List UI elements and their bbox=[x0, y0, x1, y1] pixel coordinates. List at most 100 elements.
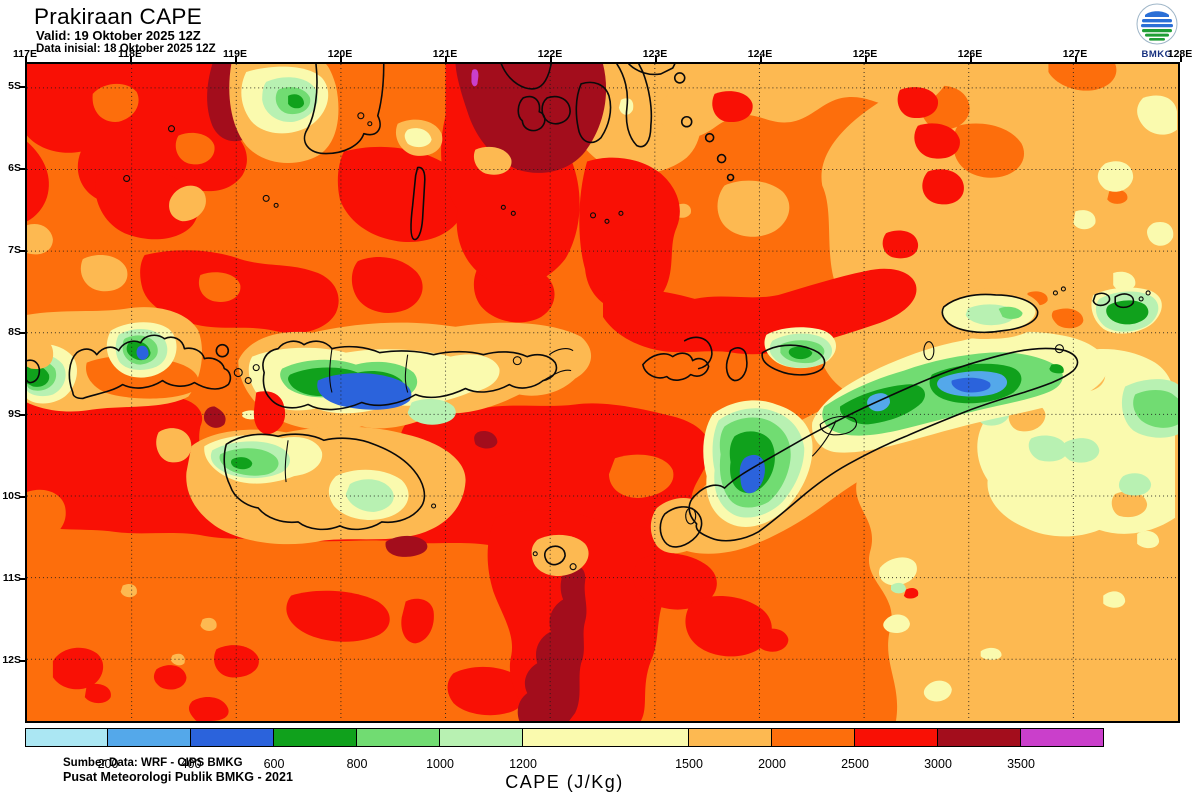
cape-forecast-map: Sumber Data: WRF - CIPS BMKG Pusat Meteo… bbox=[25, 62, 1180, 784]
colorbar-tick-3500: 3500 bbox=[1007, 757, 1035, 771]
lon-tick bbox=[865, 56, 867, 62]
lat-label-11S: 11S bbox=[2, 572, 21, 584]
colorbar-segment-800-1000 bbox=[357, 728, 440, 747]
init-time-label: Data inisial: 18 Oktober 2025 12Z bbox=[36, 43, 216, 55]
timor-oecusse bbox=[819, 415, 858, 436]
graticule bbox=[27, 64, 1178, 721]
coast-south-sulawesi bbox=[303, 64, 385, 155]
lon-tick bbox=[1075, 56, 1077, 62]
coast-leti-moa bbox=[1092, 292, 1135, 309]
lon-tick bbox=[760, 56, 762, 62]
colorbar-tick-1200: 1200 bbox=[509, 757, 537, 771]
colorbar-title: CAPE (J/Kg) bbox=[505, 772, 624, 792]
credit-source: Sumber Data: WRF - CIPS BMKG bbox=[63, 757, 243, 769]
lon-tick bbox=[970, 56, 972, 62]
lon-label-119E: 119E bbox=[223, 48, 247, 60]
coast-flores bbox=[262, 340, 558, 411]
colorbar-segment-0-200 bbox=[25, 728, 108, 747]
lat-tick bbox=[19, 250, 25, 252]
colorbar-tick-200: 200 bbox=[97, 757, 119, 771]
lat-label-5S: 5S bbox=[8, 80, 21, 92]
lon-label-118E: 118E bbox=[118, 48, 142, 60]
coastlines bbox=[27, 64, 1151, 571]
contour-fill-layer bbox=[27, 64, 1178, 721]
colorbar-segment-2500-3000 bbox=[855, 728, 938, 747]
colorbar-tick-2000: 2000 bbox=[758, 757, 786, 771]
coast-sumba bbox=[223, 433, 426, 531]
lon-label-125E: 125E bbox=[852, 48, 878, 60]
colorbar-tick-3000: 3000 bbox=[924, 757, 952, 771]
coast-adonara-lembata bbox=[642, 352, 710, 381]
colorbar-segment-600-800 bbox=[274, 728, 357, 747]
coast-lombok bbox=[27, 359, 41, 384]
colorbar-tick-2500: 2500 bbox=[841, 757, 869, 771]
lon-label-127E: 127E bbox=[1062, 48, 1088, 60]
lat-label-8S: 8S bbox=[8, 326, 21, 338]
lat-label-10S: 10S bbox=[2, 490, 21, 502]
lat-tick bbox=[19, 168, 25, 170]
bmkg-logo: BMKG bbox=[1134, 3, 1180, 60]
colorbar-segment-1000-1200 bbox=[440, 728, 523, 747]
colorbar-segment-2000-2500 bbox=[772, 728, 855, 747]
coast-muna bbox=[575, 81, 612, 144]
cape-contour-plot bbox=[27, 64, 1178, 721]
lon-tick bbox=[655, 56, 657, 62]
page-title: Prakiraan CAPE bbox=[34, 4, 203, 29]
colorbar-tick-1000: 1000 bbox=[426, 757, 454, 771]
data-credits: Sumber Data: WRF - CIPS BMKG Pusat Meteo… bbox=[63, 756, 293, 784]
lat-tick bbox=[19, 332, 25, 334]
lon-label-120E: 120E bbox=[327, 48, 353, 60]
lon-label-121E: 121E bbox=[432, 48, 458, 60]
lat-tick bbox=[19, 414, 25, 416]
lon-label-117E: 117E bbox=[13, 48, 37, 60]
colorbar-segment-3500+ bbox=[1021, 728, 1104, 747]
colorbar-segment-3000-3500 bbox=[938, 728, 1021, 747]
lat-tick bbox=[19, 496, 25, 498]
lon-tick bbox=[130, 56, 132, 62]
flores-inner-borders bbox=[329, 348, 409, 393]
lon-tick bbox=[340, 56, 342, 62]
valid-time-label: Valid: 19 Oktober 2025 12Z bbox=[36, 28, 201, 43]
lat-tick bbox=[19, 86, 25, 88]
coast-rote bbox=[659, 506, 703, 548]
coast-buton bbox=[616, 64, 653, 148]
lat-label-9S: 9S bbox=[8, 408, 21, 420]
bmkg-logo-label: BMKG bbox=[1141, 49, 1173, 60]
colorbar-tick-600: 600 bbox=[263, 757, 285, 771]
lon-tick bbox=[1180, 56, 1182, 62]
coast-pantar bbox=[725, 347, 748, 382]
colorbar-segment-1200-1500 bbox=[523, 728, 689, 747]
lon-tick bbox=[445, 56, 447, 62]
coast-sumbawa bbox=[68, 334, 232, 400]
coast-kabaena bbox=[541, 95, 571, 125]
colorbar-tick-800: 800 bbox=[346, 757, 368, 771]
credit-org: Pusat Meteorologi Publik BMKG - 2021 bbox=[63, 770, 293, 784]
lon-tick bbox=[25, 56, 27, 62]
lon-label-124E: 124E bbox=[747, 48, 773, 60]
timor-border bbox=[811, 420, 837, 457]
bmkg-logo-icon bbox=[1136, 3, 1178, 45]
coast-timor bbox=[688, 347, 1079, 542]
lat-label-7S: 7S bbox=[8, 244, 21, 256]
island-cape-minima bbox=[27, 64, 1178, 666]
lon-label-122E: 122E bbox=[537, 48, 563, 60]
colorbar-segment-200-400 bbox=[108, 728, 191, 747]
lat-tick bbox=[19, 578, 25, 580]
magenta-extreme-spot bbox=[471, 69, 479, 87]
lat-label-12S: 12S bbox=[2, 654, 21, 666]
coast-savu bbox=[543, 545, 566, 566]
lon-label-123E: 123E bbox=[642, 48, 668, 60]
colorbar-tick-400: 400 bbox=[180, 757, 202, 771]
coast-selayar bbox=[410, 166, 426, 241]
cape-colorbar bbox=[25, 728, 1104, 747]
coast-wetar bbox=[941, 293, 1039, 334]
colorbar-tick-1500: 1500 bbox=[675, 757, 703, 771]
lon-tick bbox=[550, 56, 552, 62]
coast-alor bbox=[761, 344, 826, 376]
lat-tick bbox=[19, 660, 25, 662]
colorbar-segment-1500-2000 bbox=[689, 728, 772, 747]
coast-se-sulawesi bbox=[500, 64, 552, 90]
lon-label-126E: 126E bbox=[957, 48, 983, 60]
lon-label-128E: 128E bbox=[1167, 48, 1193, 60]
